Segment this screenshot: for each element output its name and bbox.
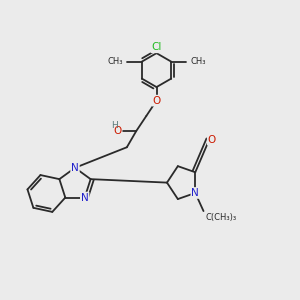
Text: CH₃: CH₃: [190, 57, 206, 66]
Text: O: O: [113, 126, 122, 136]
Text: N: N: [71, 163, 79, 173]
Text: N: N: [191, 188, 199, 198]
Text: Cl: Cl: [151, 42, 162, 52]
Text: CH₃: CH₃: [107, 57, 123, 66]
Text: O: O: [152, 96, 160, 106]
Text: O: O: [208, 135, 216, 145]
Text: N: N: [81, 193, 88, 202]
Text: C(CH₃)₃: C(CH₃)₃: [205, 213, 236, 222]
Text: H: H: [111, 121, 118, 130]
